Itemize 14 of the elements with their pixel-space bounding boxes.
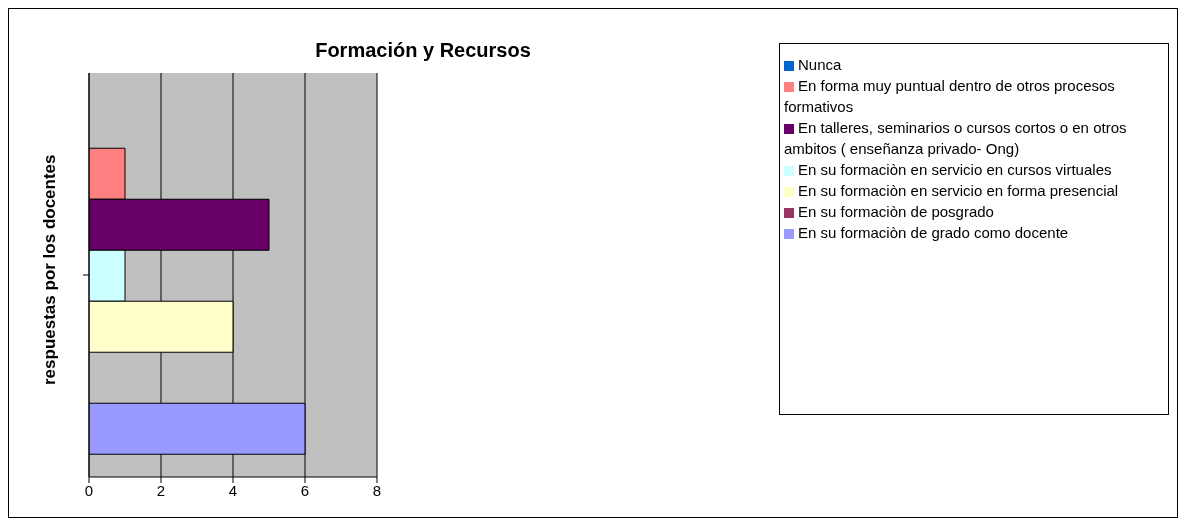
x-tick-label: 2 [156, 481, 166, 499]
x-tick-label: 4 [228, 481, 238, 499]
legend-label: En talleres, seminarios o cursos cortos o en otros ambitos ( enseñanza privado- Ong) [784, 119, 1127, 157]
x-tick-label: 0 [84, 481, 94, 499]
text: Formación y Recursos [315, 39, 531, 61]
legend-label: En forma muy puntual dentro de otros procesos formativos [784, 77, 1115, 115]
legend-label: En su formaciòn de grado como docente [798, 224, 1069, 241]
y-axis-title: respuestas por los docentes [40, 154, 60, 385]
legend-label: En su formaciòn en servicio en cursos virtuales [798, 161, 1112, 178]
legend-label: En su formaciòn en servicio en forma presencial [798, 182, 1119, 199]
x-tick-label: 8 [372, 481, 382, 499]
legend-label: Nunca [798, 56, 842, 73]
x-tick-label: 6 [300, 481, 310, 499]
legend-label: En su formaciòn de posgrado [798, 203, 994, 220]
